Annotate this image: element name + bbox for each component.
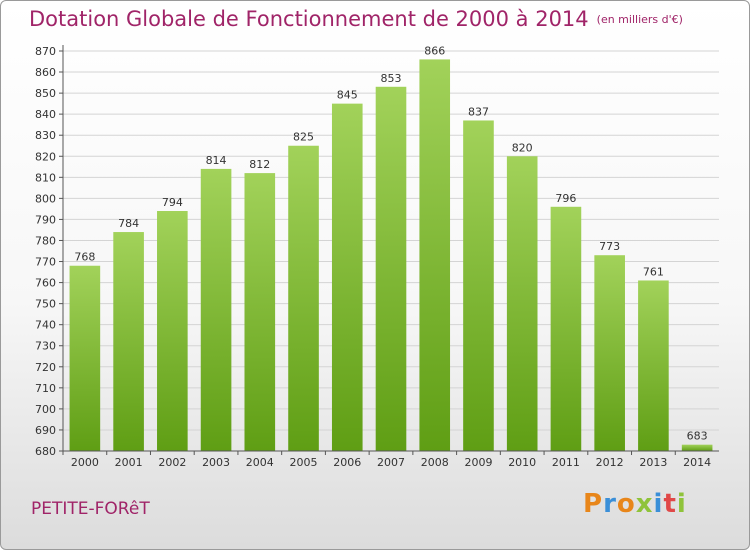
logo-letter: P [583,489,604,519]
y-tick-label: 820 [35,150,56,163]
bar-2010 [506,156,538,451]
data-label-2009: 837 [468,105,489,118]
x-tick-label-2001: 2001 [115,456,143,469]
proxiti-logo: Proxiti [583,489,687,519]
bar-2013 [638,280,669,451]
commune-name: PETITE-FORêT [31,499,150,519]
y-tick-label: 710 [35,382,56,395]
x-tick-label-2008: 2008 [421,456,449,469]
y-tick-label: 700 [35,403,56,416]
x-tick-label-2014: 2014 [683,456,711,469]
bar-2011 [550,206,582,451]
logo-letter: t [663,489,677,519]
data-label-2011: 796 [555,192,576,205]
data-label-2005: 825 [293,131,314,144]
x-tick-label-2013: 2013 [639,456,667,469]
data-label-2008: 866 [424,44,445,57]
y-axis-ticks: 680 690 700 710 720 730 740 750 760 770 780 790 800 8… [35,45,63,458]
x-tick-label-2002: 2002 [158,456,186,469]
x-tick-label-2009: 2009 [464,456,492,469]
bar-2001 [113,232,144,451]
bar-2009 [463,120,494,451]
y-tick-label: 800 [35,192,56,205]
data-label-2000: 768 [74,251,95,264]
y-tick-label: 730 [35,340,56,353]
y-tick-label: 690 [35,424,56,437]
data-label-2010: 820 [512,141,533,154]
y-tick-label: 810 [35,171,56,184]
data-label-2002: 794 [162,196,183,209]
y-tick-label: 750 [35,298,56,311]
x-tick-label-2004: 2004 [246,456,274,469]
data-label-2003: 814 [206,154,227,167]
logo-letter: i [653,489,664,519]
data-label-2013: 761 [643,265,664,278]
data-label-2007: 853 [381,72,402,85]
y-tick-label: 770 [35,256,56,269]
y-tick-label: 860 [35,66,56,79]
logo-letter: r [603,489,617,519]
bar-2003 [200,168,232,452]
y-tick-label: 780 [35,234,56,247]
x-tick-label-2007: 2007 [377,456,405,469]
logo-letter: o [616,489,636,519]
x-tick-label-2000: 2000 [71,456,99,469]
bars [69,59,713,452]
bar-2012 [594,255,625,451]
bar-2008 [419,59,451,451]
y-tick-label: 760 [35,277,56,290]
logo-letter: i [676,489,687,519]
data-label-2006: 845 [337,89,358,102]
x-tick-label-2005: 2005 [290,456,318,469]
logo-letter: x [635,489,654,519]
y-tick-label: 840 [35,108,56,121]
bar-2002 [157,211,188,451]
x-tick-label-2012: 2012 [596,456,624,469]
chart-subtitle: (en milliers d'€) [596,13,683,26]
x-tick-label-2010: 2010 [508,456,536,469]
y-tick-label: 870 [35,45,56,58]
data-label-2001: 784 [118,217,139,230]
bar-2014 [681,444,713,451]
bar-2007 [375,86,407,451]
x-tick-label-2003: 2003 [202,456,230,469]
y-tick-label: 790 [35,213,56,226]
y-tick-label: 850 [35,87,56,100]
bar-2005 [288,145,319,451]
data-label-2004: 812 [249,158,270,171]
bar-2006 [331,103,363,451]
y-tick-label: 740 [35,319,56,332]
data-labels: 768 784 794 814 812 825 845 853 866 837 820 796 773 7… [74,44,707,442]
y-tick-label: 830 [35,129,56,142]
chart-title-text: Dotation Globale de Fonctionnement de 20… [29,7,589,31]
bar-2000 [69,265,101,451]
bar-2004 [244,173,276,451]
y-tick-label: 720 [35,361,56,374]
x-tick-label-2011: 2011 [552,456,580,469]
data-label-2012: 773 [599,240,620,253]
x-axis-ticks: 2000 2001 2002 2003 2004 2005 2006 2007 2008 2009… [62,451,711,469]
x-tick-label-2006: 2006 [333,456,361,469]
chart-title: Dotation Globale de Fonctionnement de 20… [29,7,683,31]
data-label-2014: 683 [687,430,708,443]
y-tick-label: 680 [35,445,56,458]
